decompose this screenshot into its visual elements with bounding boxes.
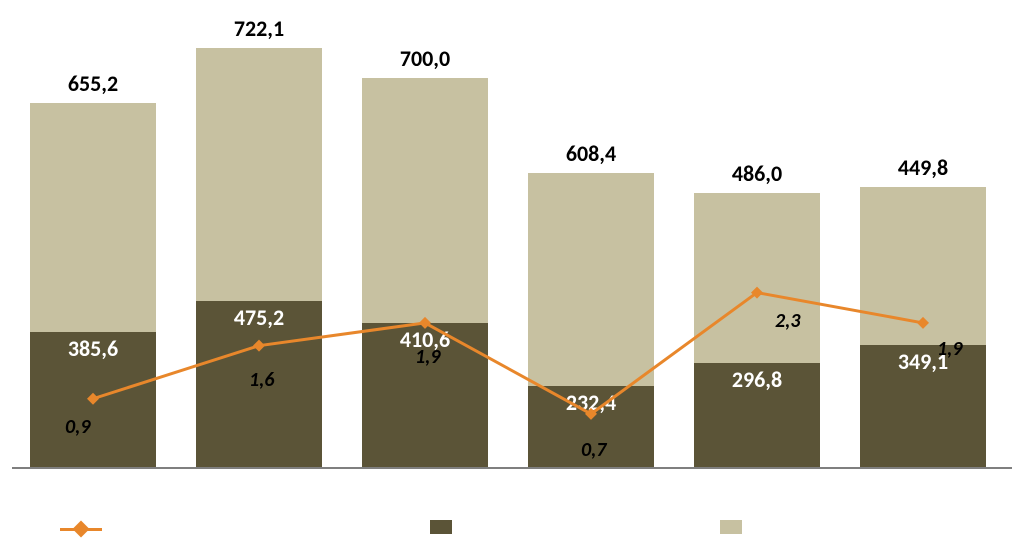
bar-label-upper: 608,4 (528, 140, 654, 167)
bar-label-lower: 296,8 (694, 366, 820, 393)
legend-line-swatch (60, 520, 102, 538)
bar-label-lower: 232,4 (528, 389, 654, 416)
legend-box-swatch (720, 520, 742, 534)
bar-label-upper: 655,2 (30, 70, 156, 97)
bar-label-lower: 475,2 (196, 304, 322, 331)
bar-segment-upper (30, 103, 156, 332)
bar-group: 410,6700,0 (362, 12, 488, 467)
legend-box-swatch (430, 520, 452, 534)
bar-segment-upper (362, 78, 488, 323)
bar-group: 296,8 486,0 (694, 12, 820, 467)
line-value-label: 0,7 (581, 438, 606, 462)
line-value-label: 2,3 (775, 309, 800, 333)
bar-group: 349,1 449,8 (860, 12, 986, 467)
bar-label-lower: 349,1 (860, 348, 986, 375)
legend-item-upper (720, 520, 752, 534)
bar-group: 232,4 608,4 (528, 12, 654, 467)
chart-stage: 385,6 655,2 475,2 722,1 410,6700,0 232,4 608,4… (0, 0, 1024, 555)
bar-label-upper: 486,0 (694, 160, 820, 187)
bar-group: 475,2 722,1 (196, 12, 322, 467)
bar-segment-upper (694, 193, 820, 363)
bar-label-upper: 449,8 (860, 154, 986, 181)
bar-segment-upper (196, 48, 322, 301)
x-axis-baseline (12, 467, 1012, 469)
legend-item-line (60, 520, 112, 538)
line-value-label: 0,9 (65, 415, 90, 439)
bar-label-lower: 385,6 (30, 335, 156, 362)
bar-label-upper: 700,0 (362, 45, 488, 72)
bar-group: 385,6 655,2 (30, 12, 156, 467)
line-value-label: 1,9 (415, 345, 440, 369)
legend-item-lower (430, 520, 462, 534)
line-value-label: 1,9 (937, 337, 962, 361)
bar-segment-upper (528, 173, 654, 386)
line-value-label: 1,6 (249, 368, 274, 392)
plot-area: 385,6 655,2 475,2 722,1 410,6700,0 232,4 608,4… (12, 12, 1012, 467)
bar-segment-upper (860, 187, 986, 344)
bar-label-upper: 722,1 (196, 15, 322, 42)
